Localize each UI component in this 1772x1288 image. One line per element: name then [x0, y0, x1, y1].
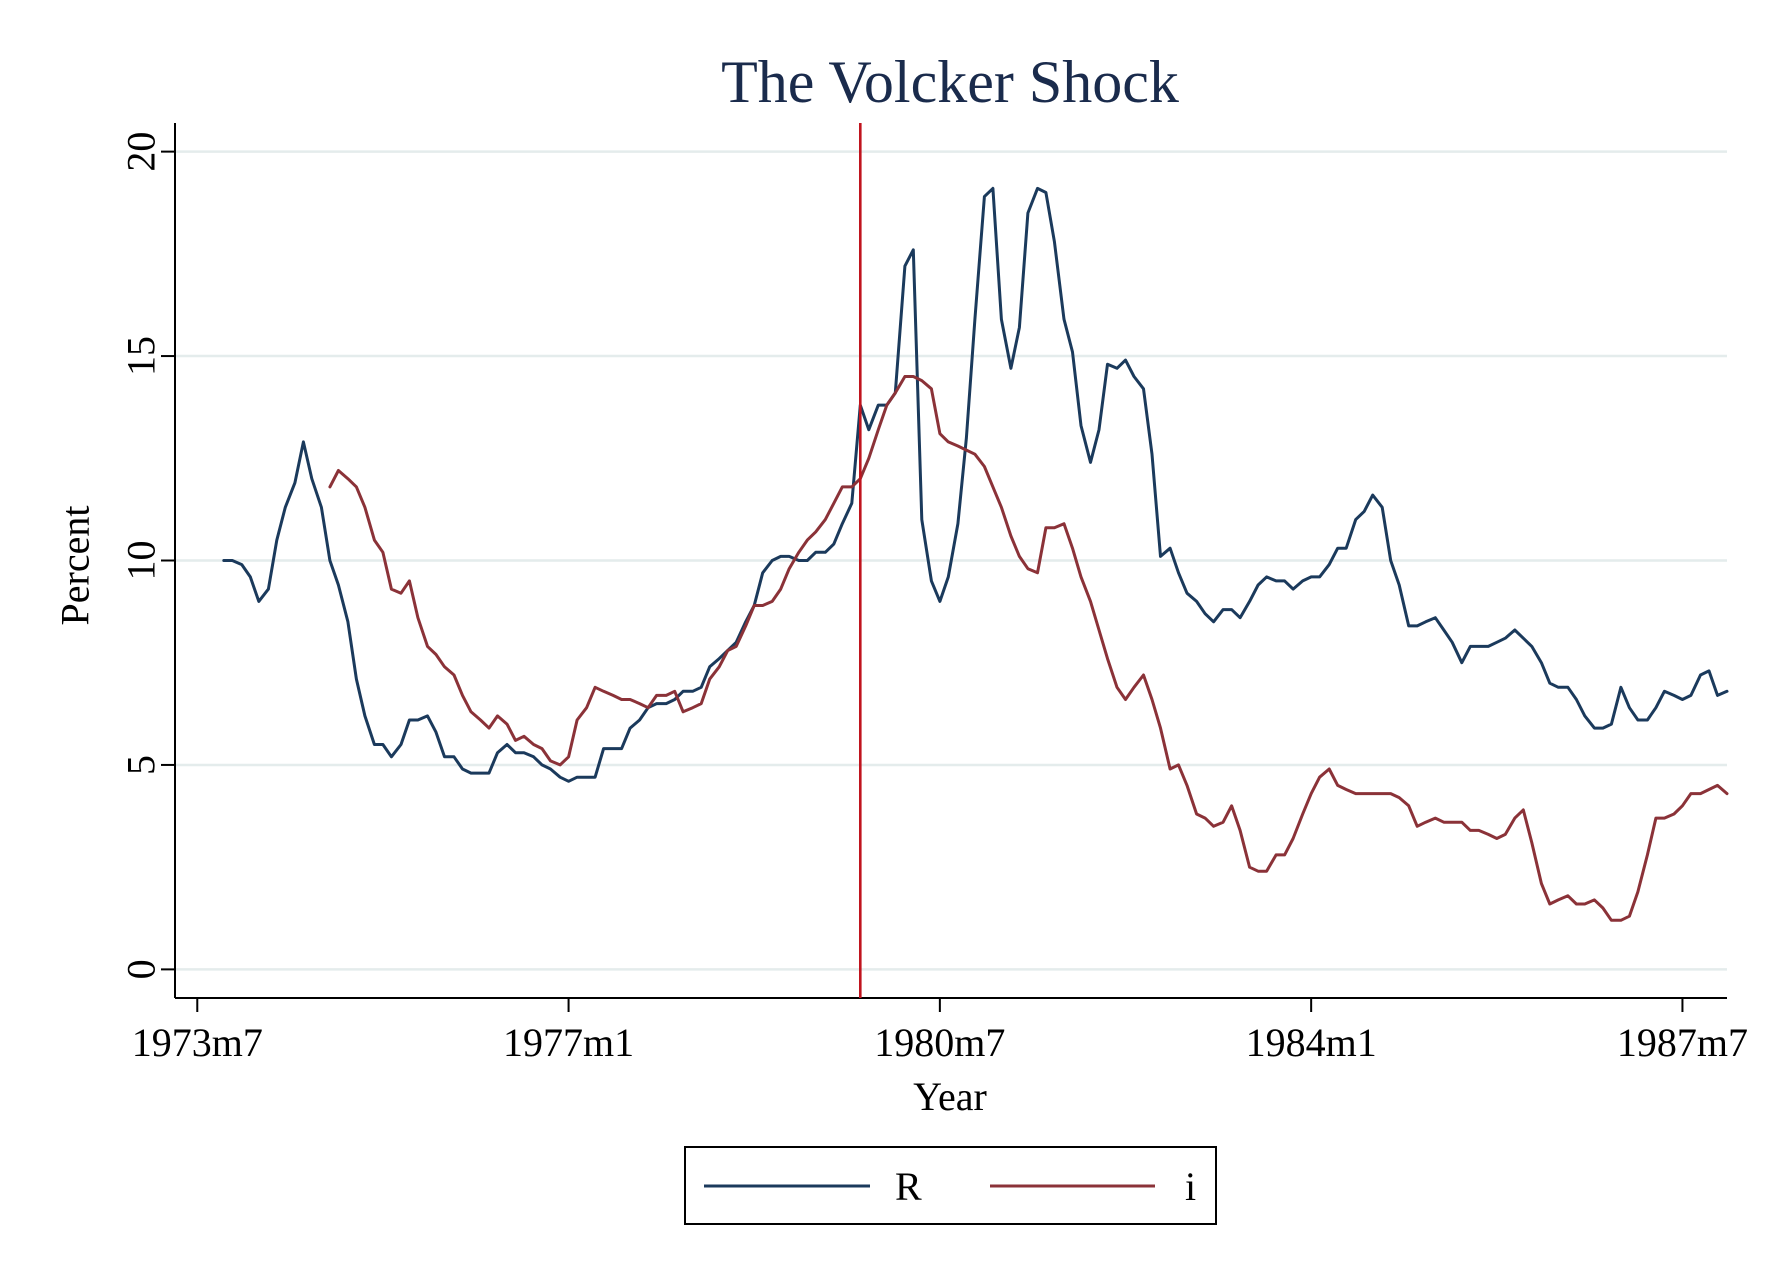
y-tick-label: 20 — [119, 132, 164, 172]
legend-label-R: R — [895, 1164, 922, 1209]
series-lines — [222, 186, 1729, 922]
x-axis-ticks: 1973m7 1977m1 1980m7 1984m1 1987m7 — [132, 998, 1748, 1065]
y-tick-label: 15 — [119, 336, 164, 376]
x-tick-label: 1987m7 — [1617, 1020, 1748, 1065]
chart-title: The Volcker Shock — [721, 49, 1179, 115]
series-line-i — [328, 375, 1729, 922]
y-tick-label: 0 — [119, 959, 164, 979]
y-tick-label: 10 — [119, 541, 164, 581]
x-tick-label: 1984m1 — [1246, 1020, 1377, 1065]
x-axis-title: Year — [913, 1074, 987, 1119]
x-tick-label: 1980m7 — [874, 1020, 1005, 1065]
x-tick-label: 1977m1 — [503, 1020, 634, 1065]
y-tick-label: 5 — [119, 755, 164, 775]
legend-label-i: i — [1185, 1164, 1196, 1209]
y-axis-ticks: 0 5 10 15 20 — [119, 132, 175, 979]
x-tick-label: 1973m7 — [132, 1020, 263, 1065]
y-axis-title: Percent — [53, 506, 98, 626]
series-line-R — [222, 186, 1729, 783]
